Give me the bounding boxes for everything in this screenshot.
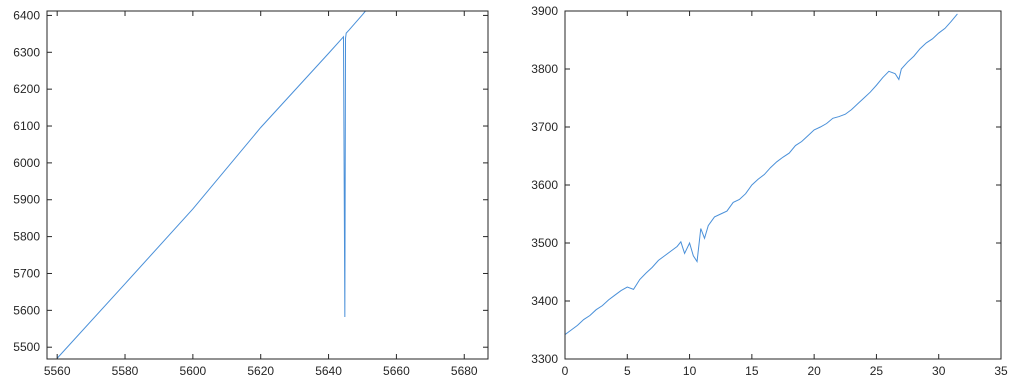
x-tick-label: 5560	[44, 364, 71, 378]
x-tick-label: 5620	[247, 364, 274, 378]
y-tick-label: 6400	[13, 8, 40, 22]
x-tick-label: 5	[624, 364, 631, 378]
y-tick-label: 5600	[13, 303, 40, 317]
y-tick-label: 3300	[531, 352, 558, 366]
x-tick-label: 10	[683, 364, 697, 378]
x-tick-label: 0	[562, 364, 569, 378]
x-tick-label: 5580	[112, 364, 139, 378]
y-tick-label: 3400	[531, 294, 558, 308]
y-tick-label: 3800	[531, 62, 558, 76]
x-tick-label: 5640	[315, 364, 342, 378]
x-tick-label: 5600	[180, 364, 207, 378]
x-tick-label: 5680	[451, 364, 478, 378]
x-tick-label: 35	[994, 364, 1008, 378]
x-tick-label: 15	[745, 364, 759, 378]
axes-frame	[564, 10, 1002, 360]
y-tick-label: 5900	[13, 193, 40, 207]
y-tick-label: 6000	[13, 156, 40, 170]
y-tick-label: 5700	[13, 266, 40, 280]
right-chart-panel: 0 5 10 15 20 25 30 35 3300 3400 3500 3600 3700 3800 39…	[531, 4, 1008, 378]
y-tick-label: 3600	[531, 178, 558, 192]
y-tick-label: 3700	[531, 120, 558, 134]
series-line	[56, 11, 367, 359]
left-chart-panel: 5560 5580 5600 5620 5640 5660 5680 5500 5600 5700…	[13, 8, 489, 378]
y-tick-label: 3900	[531, 4, 558, 18]
y-tick-label: 3500	[531, 236, 558, 250]
y-tick-label: 6200	[13, 82, 40, 96]
y-tick-label: 5500	[13, 340, 40, 354]
x-tick-label: 20	[807, 364, 821, 378]
y-tick-label: 5800	[13, 230, 40, 244]
x-tick-label: 30	[932, 364, 946, 378]
x-tick-label: 5660	[383, 364, 410, 378]
y-tick-label: 6100	[13, 119, 40, 133]
y-tick-label: 6300	[13, 45, 40, 59]
axes-frame	[46, 10, 489, 360]
x-tick-label: 25	[870, 364, 884, 378]
series-line	[565, 13, 958, 336]
